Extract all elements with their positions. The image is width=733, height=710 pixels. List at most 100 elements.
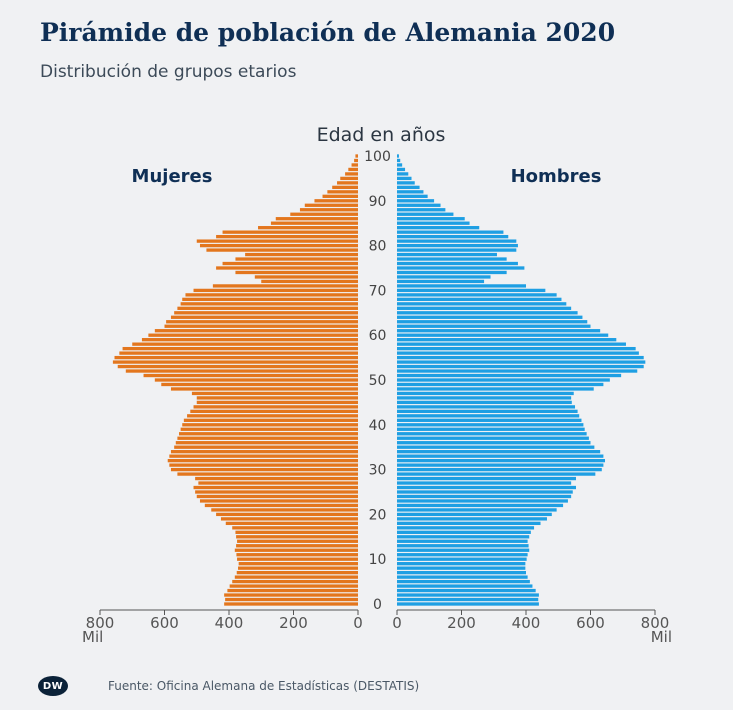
bar-female-age-31 [169, 463, 358, 467]
bar-male-age-98 [397, 163, 403, 167]
bar-female-age-60 [148, 333, 358, 337]
bar-female-age-44 [193, 405, 358, 409]
bar-male-age-52 [397, 369, 638, 373]
dw-logo: DW [38, 676, 68, 696]
bar-female-age-52 [125, 369, 358, 373]
bar-male-age-61 [397, 329, 601, 333]
x-tick-label-right-200: 200 [447, 614, 476, 632]
bar-female-age-91 [322, 194, 358, 198]
bar-female-age-19 [220, 517, 358, 521]
bar-male-age-69 [397, 293, 557, 297]
bar-female-age-50 [154, 378, 358, 382]
bar-male-age-39 [397, 427, 585, 431]
bar-male-age-74 [397, 270, 507, 275]
bar-female-age-16 [235, 530, 358, 534]
bar-female-age-73 [254, 275, 358, 279]
bar-female-age-34 [170, 450, 358, 454]
bar-female-age-49 [161, 382, 358, 387]
bar-female-age-18 [225, 521, 358, 526]
bar-male-age-80 [397, 243, 518, 248]
bar-male-age-28 [397, 476, 576, 481]
bar-male-age-77 [397, 257, 507, 261]
age-tick-30: 30 [369, 463, 387, 479]
bar-male-age-40 [397, 423, 584, 427]
bar-female-age-47 [191, 391, 358, 396]
bar-male-age-62 [397, 324, 591, 328]
bar-female-age-7 [236, 570, 358, 575]
bar-female-age-78 [245, 252, 358, 257]
bar-male-age-10 [397, 557, 527, 561]
bar-female-age-37 [177, 436, 358, 440]
bar-female-age-63 [166, 320, 358, 324]
bar-female-age-1 [225, 597, 358, 602]
bar-female-age-69 [185, 293, 358, 297]
bar-male-age-76 [397, 261, 518, 266]
bar-female-age-40 [182, 423, 358, 427]
bar-female-age-29 [177, 472, 358, 476]
bar-male-age-97 [397, 167, 406, 172]
x-unit-right: Mil [651, 628, 672, 646]
female-bars [112, 154, 359, 606]
bar-male-age-96 [397, 172, 409, 176]
bar-male-age-64 [397, 315, 583, 319]
bar-male-age-11 [397, 553, 528, 557]
bar-female-age-0 [224, 602, 358, 606]
bar-female-age-45 [196, 400, 358, 405]
bar-male-age-27 [397, 481, 572, 485]
bar-male-age-16 [397, 530, 531, 534]
bar-male-age-35 [397, 445, 595, 449]
bar-female-age-58 [132, 342, 358, 346]
bar-male-age-68 [397, 297, 562, 302]
bar-female-age-92 [327, 190, 358, 194]
bar-male-age-84 [397, 226, 480, 230]
x-axis-female: 0 200 400 600 800 [86, 609, 363, 632]
male-bars [397, 154, 646, 606]
bar-male-age-59 [397, 338, 617, 342]
bar-female-age-77 [235, 257, 358, 261]
bar-female-age-97 [348, 167, 358, 172]
bar-male-age-66 [397, 306, 572, 310]
bar-male-age-9 [397, 562, 526, 566]
bar-female-age-51 [143, 373, 358, 378]
bar-male-age-21 [397, 508, 557, 512]
bar-male-age-88 [397, 208, 446, 212]
age-tick-10: 10 [369, 552, 387, 568]
bar-female-age-15 [236, 535, 358, 539]
legend-male-label: Hombres [511, 166, 602, 187]
bar-female-age-17 [232, 526, 358, 530]
bar-female-age-88 [299, 208, 358, 212]
bar-male-age-71 [397, 284, 526, 288]
age-tick-50: 50 [369, 373, 387, 389]
bar-female-age-81 [196, 239, 358, 243]
bar-male-age-93 [397, 185, 420, 190]
bar-male-age-87 [397, 212, 454, 216]
bar-male-age-30 [397, 467, 602, 472]
bar-male-age-1 [397, 597, 539, 602]
bar-female-age-2 [224, 593, 358, 597]
bar-male-age-48 [397, 387, 594, 391]
x-tick-label-left-600: 600 [150, 614, 179, 632]
bar-female-age-5 [232, 579, 358, 584]
bar-female-age-96 [345, 172, 358, 176]
bar-male-age-78 [397, 252, 497, 257]
y-axis-label: Edad en años [317, 124, 446, 146]
bar-male-age-34 [397, 450, 601, 454]
bar-female-age-6 [234, 575, 358, 579]
bar-female-age-70 [193, 288, 358, 293]
bar-female-age-22 [204, 503, 358, 508]
bar-male-age-41 [397, 418, 582, 422]
age-tick-20: 20 [369, 507, 387, 523]
bar-female-age-13 [236, 544, 358, 548]
bar-female-age-62 [164, 324, 358, 328]
bar-female-age-86 [275, 217, 358, 221]
bar-female-age-72 [261, 279, 358, 284]
bar-male-age-6 [397, 575, 528, 579]
bar-male-age-3 [397, 588, 536, 593]
bar-male-age-15 [397, 535, 530, 539]
bar-female-age-74 [235, 270, 358, 275]
bar-male-age-14 [397, 539, 528, 543]
bar-female-age-26 [193, 485, 358, 490]
age-tick-labels: 0 10 20 30 40 50 60 70 80 90 100 [364, 149, 391, 613]
bar-male-age-20 [397, 512, 552, 517]
bar-female-age-24 [196, 494, 358, 499]
